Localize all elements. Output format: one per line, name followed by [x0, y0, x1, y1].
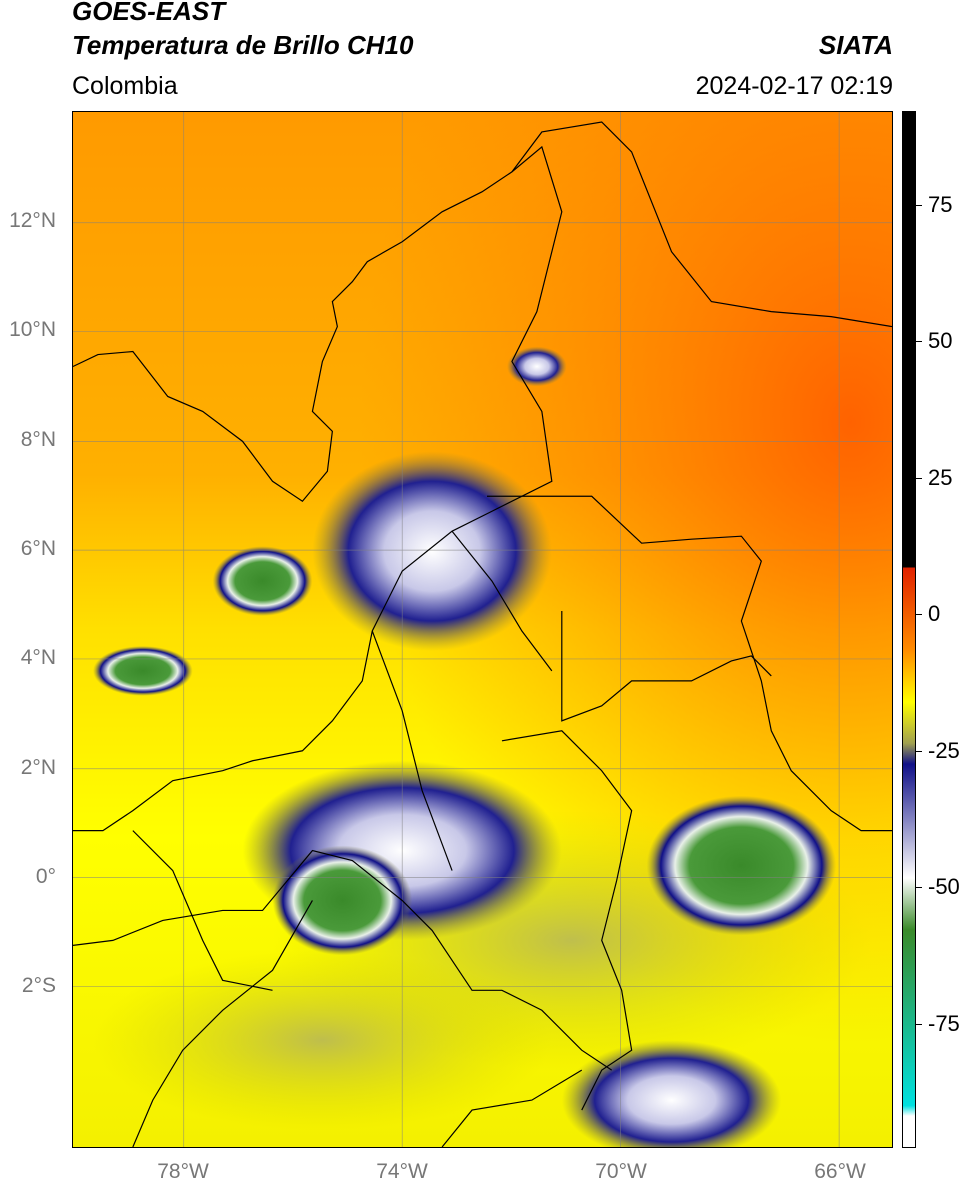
cloud-east — [646, 795, 837, 936]
lon-label: 74°W — [376, 1160, 428, 1183]
colorbar-label: 50 — [928, 328, 953, 353]
colorbar-tick — [916, 887, 922, 888]
title-product: Temperatura de Brillo CH10 — [72, 30, 414, 60]
lat-label: 2°S — [21, 974, 56, 997]
colorbar-label: 0 — [928, 601, 941, 626]
colorbar-tick — [916, 1024, 922, 1025]
graticule — [73, 112, 892, 1147]
satellite-map — [72, 111, 893, 1148]
brand-label: SIATA — [818, 30, 893, 60]
map-image — [73, 112, 892, 1147]
colorbar-tick — [916, 614, 922, 615]
colorbar — [902, 111, 916, 1148]
lat-label: 12°N — [9, 209, 56, 232]
cloud-pacific — [212, 546, 313, 617]
region-label: Colombia — [72, 72, 178, 100]
cloud-north — [312, 451, 552, 651]
datetime-label: 2024-02-17 02:19 — [695, 72, 893, 100]
lon-label: 70°W — [595, 1160, 647, 1183]
colorbar-tick — [916, 341, 922, 342]
colorbar-label: -75 — [928, 1011, 960, 1036]
colorbar-tick — [916, 205, 922, 206]
colorbar-label: -50 — [928, 874, 960, 899]
colorbar-tick — [916, 478, 922, 479]
colorbar-tick — [916, 751, 922, 752]
lat-label: 8°N — [20, 428, 56, 451]
colorbar-label: -25 — [928, 738, 960, 763]
colorbar-label: 75 — [928, 192, 953, 217]
lat-label: 4°N — [20, 646, 56, 669]
boundaries — [73, 121, 892, 1147]
lon-label: 66°W — [814, 1160, 866, 1183]
title-satellite: GOES-EAST — [72, 0, 226, 26]
cloud-ecuador — [272, 845, 413, 956]
lon-label: 78°W — [157, 1160, 209, 1183]
cloud-southeast — [561, 1040, 782, 1147]
haze-southwest — [92, 950, 552, 1131]
cloud-coast — [92, 645, 193, 696]
colorbar-label: 25 — [928, 465, 953, 490]
lat-label: 2°N — [20, 756, 56, 779]
lat-label: 10°N — [9, 318, 56, 341]
cloud-maracaibo — [506, 346, 567, 387]
lat-label: 6°N — [20, 537, 56, 560]
lat-label: 0° — [35, 865, 56, 888]
